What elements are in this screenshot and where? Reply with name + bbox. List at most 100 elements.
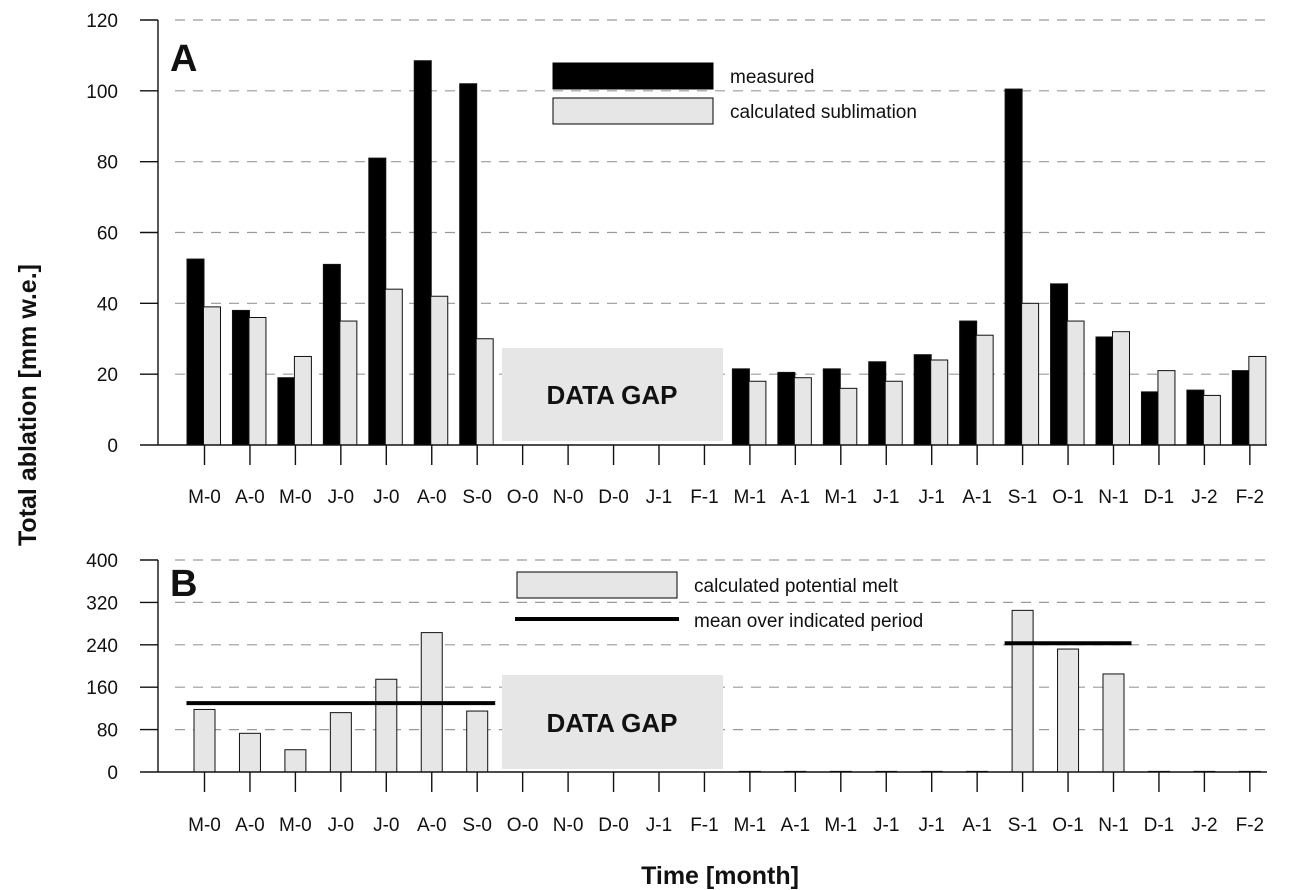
bar-sublimation: [430, 295, 449, 446]
bar-measured: [277, 377, 296, 446]
x-tick-label: J-1: [646, 487, 672, 508]
panel-b-mean-lines: [186, 641, 1132, 706]
x-axis-title: Time [month]: [641, 862, 799, 890]
bar-potential-melt: [238, 732, 261, 773]
bar-measured: [322, 263, 341, 446]
bar-measured: [959, 320, 978, 446]
bar-sublimation: [1021, 302, 1040, 446]
bar-potential-melt: [1057, 648, 1080, 773]
x-tick-label: A-0: [235, 487, 265, 508]
x-tick-label: F-1: [690, 815, 719, 836]
x-tick-label: A-1: [781, 487, 811, 508]
bar-sublimation: [884, 380, 903, 446]
bar-sublimation: [339, 320, 358, 446]
x-tick-label: D-0: [598, 487, 629, 508]
y-tick-label: 240: [86, 636, 118, 657]
x-tick-label: J-0: [328, 815, 354, 836]
y-tick-label: 120: [86, 11, 118, 32]
x-tick-label: O-1: [1052, 815, 1084, 836]
bar-sublimation: [1248, 355, 1267, 446]
y-tick-label: 400: [86, 551, 118, 572]
x-tick-label: N-1: [1098, 487, 1129, 508]
y-tick-label: 20: [97, 365, 118, 386]
panel-b-x-axis: M-0 A-0 M-0 J-0 J-0 A-0 S-0 O-0 N-0 D-0 J-1 F-1 M-1 A…: [158, 771, 1267, 836]
panel-b-data-gap-box: [502, 675, 723, 769]
bar-measured: [1140, 391, 1159, 446]
bar-measured: [368, 157, 387, 446]
x-tick-label: S-1: [1008, 815, 1038, 836]
x-tick-label: J-0: [328, 487, 354, 508]
x-tick-label: J-1: [646, 815, 672, 836]
bar-measured: [913, 354, 932, 446]
x-tick-label: M-1: [734, 815, 767, 836]
x-tick-label: J-2: [1191, 815, 1217, 836]
x-tick-label: M-1: [824, 815, 857, 836]
x-tick-label: F-2: [1236, 815, 1265, 836]
bar-measured: [1186, 389, 1205, 446]
x-tick-label: O-0: [507, 815, 539, 836]
bar-measured: [1095, 336, 1114, 446]
bar-measured: [231, 309, 250, 446]
x-tick-label: J-0: [373, 815, 399, 836]
x-tick-label: J-1: [873, 487, 899, 508]
x-tick-label: N-0: [553, 487, 584, 508]
panel-a-letter: A: [170, 38, 197, 80]
panel-a-data-gap: DATA GAP: [502, 348, 723, 441]
x-tick-label: M-0: [188, 815, 221, 836]
panel-a-gridlines: [175, 19, 1267, 375]
bar-sublimation: [930, 359, 949, 446]
bar-sublimation: [293, 355, 312, 446]
panel-b: 0 80 160 240 320 400 M-0 A-0 M-0 J-0 J-0 A-0 S-0 O-0…: [86, 551, 1267, 836]
bar-sublimation: [203, 306, 221, 446]
legend-swatch-sublimation: [552, 97, 714, 125]
x-tick-label: M-1: [734, 487, 767, 508]
bar-sublimation: [1157, 370, 1176, 446]
bar-sublimation: [384, 288, 403, 446]
legend-label-mean-line: mean over indicated period: [694, 611, 923, 632]
bar-measured: [413, 60, 432, 446]
legend-swatch-potential-melt: [516, 571, 678, 599]
bar-potential-melt: [1011, 609, 1034, 773]
x-tick-label: M-0: [279, 815, 312, 836]
panel-a-bars: [186, 60, 1267, 446]
bar-measured: [777, 371, 796, 446]
y-axis-title: Total ablation [mm w.e.]: [14, 264, 42, 546]
bar-measured: [1050, 283, 1069, 446]
bar-sublimation: [748, 380, 767, 446]
x-tick-label: J-2: [1191, 487, 1217, 508]
x-tick-label: N-1: [1098, 815, 1129, 836]
bar-measured: [1231, 370, 1250, 446]
bar-sublimation: [839, 387, 858, 446]
x-tick-label: M-1: [824, 487, 857, 508]
x-tick-label: D-1: [1144, 815, 1175, 836]
panel-a: 0 20 40 60 80 100 120 M-0 A-0 M-0 J-0 J-0 A-0 S-0 O-0…: [86, 11, 1267, 508]
x-tick-label: A-0: [417, 815, 447, 836]
panel-a-legend: measured calculated sublimation: [552, 62, 917, 125]
x-tick-label: D-0: [598, 815, 629, 836]
panel-a-data-gap-label: DATA GAP: [547, 380, 678, 410]
x-tick-label: F-2: [1236, 487, 1265, 508]
legend-label-potential-melt: calculated potential melt: [694, 576, 899, 597]
bar-measured: [459, 83, 478, 446]
x-tick-label: A-1: [962, 815, 992, 836]
y-tick-label: 0: [107, 436, 118, 457]
panel-a-x-axis: M-0 A-0 M-0 J-0 J-0 A-0 S-0 O-0 N-0 D-0 J-1 F-1 M-1 A…: [158, 444, 1267, 508]
x-tick-label: A-0: [235, 815, 265, 836]
bar-potential-melt: [375, 678, 398, 773]
x-tick-label: A-0: [417, 487, 447, 508]
bar-potential-melt: [284, 749, 307, 773]
x-tick-label: J-1: [918, 487, 944, 508]
x-tick-label: O-0: [507, 487, 539, 508]
bar-sublimation: [1202, 394, 1221, 446]
panel-b-data-gap-label: DATA GAP: [547, 708, 678, 738]
panel-b-bars: [193, 609, 1261, 773]
bar-measured: [868, 361, 887, 446]
x-tick-label: N-0: [553, 815, 584, 836]
x-tick-label: J-1: [918, 815, 944, 836]
panel-b-legend: calculated potential melt mean over indi…: [515, 571, 923, 632]
panel-b-y-axis: 0 80 160 240 320 400: [86, 551, 159, 784]
x-tick-label: A-1: [962, 487, 992, 508]
bar-potential-melt: [1102, 673, 1125, 773]
bar-measured: [1004, 88, 1023, 446]
